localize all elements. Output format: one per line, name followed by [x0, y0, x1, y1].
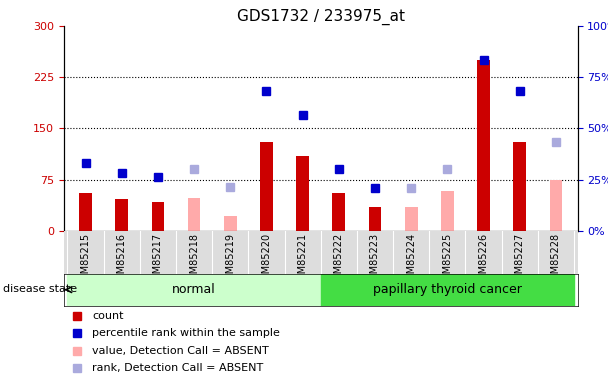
- Text: value, Detection Call = ABSENT: value, Detection Call = ABSENT: [92, 346, 269, 356]
- Text: disease state: disease state: [3, 285, 77, 294]
- Bar: [550, 180, 562, 231]
- Text: percentile rank within the sample: percentile rank within the sample: [92, 328, 280, 338]
- Text: papillary thyroid cancer: papillary thyroid cancer: [373, 283, 522, 296]
- Text: GSM85219: GSM85219: [226, 233, 235, 286]
- Text: GSM85223: GSM85223: [370, 233, 380, 286]
- Bar: [116, 199, 128, 231]
- Text: normal: normal: [172, 283, 216, 296]
- Bar: [513, 142, 526, 231]
- Bar: [368, 207, 381, 231]
- Text: GSM85220: GSM85220: [261, 233, 271, 286]
- Bar: [188, 198, 201, 231]
- Bar: [296, 156, 309, 231]
- Text: GSM85218: GSM85218: [189, 233, 199, 286]
- Bar: [477, 60, 490, 231]
- Text: GSM85215: GSM85215: [80, 233, 91, 286]
- Title: GDS1732 / 233975_at: GDS1732 / 233975_at: [237, 9, 405, 25]
- Bar: [224, 216, 237, 231]
- Text: GSM85228: GSM85228: [551, 233, 561, 286]
- Text: GSM85221: GSM85221: [298, 233, 308, 286]
- Text: GSM85227: GSM85227: [515, 233, 525, 286]
- Text: GSM85226: GSM85226: [478, 233, 489, 286]
- Text: GSM85225: GSM85225: [443, 233, 452, 286]
- Bar: [441, 191, 454, 231]
- Text: rank, Detection Call = ABSENT: rank, Detection Call = ABSENT: [92, 363, 263, 373]
- Text: GSM85216: GSM85216: [117, 233, 126, 286]
- Bar: [260, 142, 273, 231]
- Text: count: count: [92, 311, 123, 321]
- Bar: [67, 274, 321, 306]
- Text: GSM85222: GSM85222: [334, 233, 344, 286]
- Bar: [333, 193, 345, 231]
- Bar: [321, 274, 574, 306]
- Bar: [79, 193, 92, 231]
- Text: GSM85217: GSM85217: [153, 233, 163, 286]
- Text: GSM85224: GSM85224: [406, 233, 416, 286]
- Bar: [151, 202, 164, 231]
- Bar: [405, 207, 418, 231]
